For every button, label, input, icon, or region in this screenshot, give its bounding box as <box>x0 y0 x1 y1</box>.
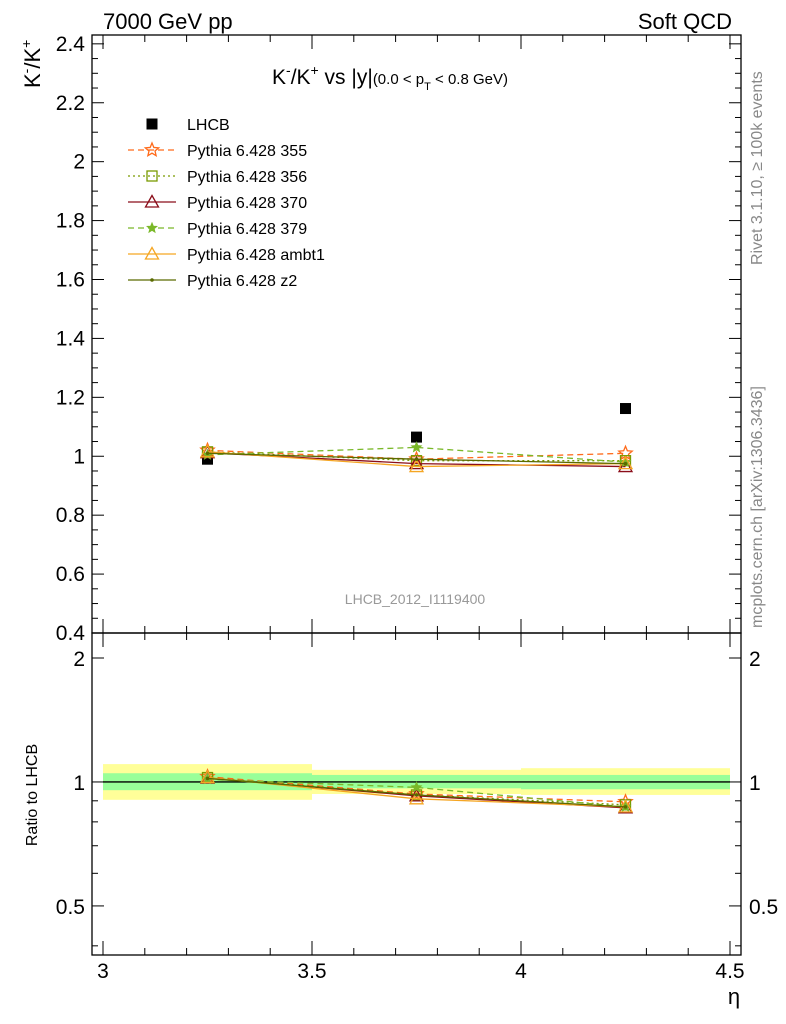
title-sup-minus: - <box>286 62 291 78</box>
ratio-y-tick-label-left: 2 <box>73 648 85 671</box>
title-k-minus: K <box>272 66 286 89</box>
legend-label: Pythia 6.428 ambt1 <box>187 247 325 264</box>
ylabel-slash-k: /K <box>20 48 45 69</box>
x-tick-label: 4 <box>515 960 527 983</box>
main-panel <box>199 403 634 473</box>
ratio-xlabel: η <box>728 984 740 1009</box>
legend-marker <box>146 221 158 234</box>
data-point <box>199 444 216 458</box>
ratio-data-point <box>414 793 419 797</box>
data-point <box>414 457 419 461</box>
ratio-frame <box>91 632 742 956</box>
data-point <box>205 451 210 456</box>
ratio-y-tick-label-right: 0.5 <box>749 896 778 919</box>
main-y-tick-label: 1 <box>73 445 85 468</box>
data-point <box>410 441 423 453</box>
main-y-tick-label: 0.4 <box>56 622 86 645</box>
main-y-tick-label: 1.6 <box>56 269 85 292</box>
ratio-data-point <box>205 776 210 781</box>
main-y-tick-label: 1.4 <box>56 327 86 350</box>
series-line <box>207 451 626 468</box>
main-y-tick-label: 2.4 <box>56 33 86 56</box>
data-point <box>408 455 425 470</box>
main-y-tick-label: 1.8 <box>56 210 85 233</box>
main-title: K-/K+ vs |y|(0.0 < pT < 0.8 GeV) <box>272 62 508 93</box>
data-point <box>202 453 213 465</box>
legend-marker <box>150 278 154 282</box>
legend-item: Pythia 6.428 355 <box>128 141 307 160</box>
ratio-y-tick-label-right: 2 <box>749 648 761 671</box>
legend-item: LHCB <box>146 117 230 134</box>
legend-marker <box>144 246 160 260</box>
legend-marker <box>146 118 158 130</box>
legend-label: Pythia 6.428 355 <box>187 143 307 160</box>
header-right-label: Soft QCD <box>638 9 732 34</box>
main-y-tick-label: 2.2 <box>56 92 85 115</box>
ratio-data-point <box>623 805 628 809</box>
main-y-tick-label: 0.8 <box>56 504 85 527</box>
ylabel-sup-minus: - <box>18 68 34 73</box>
ratio-panel <box>103 764 730 814</box>
ratio-ylabel: Ratio to LHCB <box>24 744 41 846</box>
legend-marker <box>144 194 160 208</box>
ratio-y-tick-label-left: 1 <box>73 772 85 795</box>
title-vs: vs |y| <box>319 66 373 89</box>
title-sub-t: T <box>424 81 431 93</box>
legend-label: Pythia 6.428 z2 <box>187 273 297 290</box>
legend-item: Pythia 6.428 370 <box>128 194 307 212</box>
title-k-plus: /K <box>291 66 311 89</box>
legend-item: Pythia 6.428 379 <box>128 221 307 238</box>
main-y-tick-label: 1.2 <box>56 386 85 409</box>
title-range: (0.0 < p <box>373 71 424 88</box>
ratio-data-point <box>408 791 425 805</box>
legend-item: Pythia 6.428 356 <box>128 169 307 186</box>
ratio-y-tick-label-right: 1 <box>749 772 761 795</box>
legend-marker <box>146 170 158 182</box>
x-axis: 3 3.5 4 4.5 <box>97 35 745 983</box>
x-tick-label: 4.5 <box>715 960 744 983</box>
legend-item: Pythia 6.428 z2 <box>128 273 297 290</box>
ratio-y-axis: 0.5 0.5 1 1 2 2 <box>56 648 778 947</box>
data-point <box>410 455 423 467</box>
data-point <box>623 461 628 466</box>
title-sup-plus: + <box>311 62 319 78</box>
header-left-label: 7000 GeV pp <box>103 9 233 34</box>
data-point <box>408 458 425 473</box>
data-point <box>617 455 634 470</box>
ratio-data-point <box>199 769 216 784</box>
legend-label: Pythia 6.428 379 <box>187 221 307 238</box>
main-y-tick-label: 2 <box>73 151 85 174</box>
title-range-end: < 0.8 GeV) <box>431 71 508 88</box>
data-point <box>620 403 631 415</box>
ratio-y-tick-label-left: 0.5 <box>56 896 85 919</box>
ylabel-sup-plus: + <box>18 40 34 48</box>
ratio-series-line <box>207 776 626 808</box>
main-ylabel: K-/K+ <box>18 40 45 88</box>
legend-label: Pythia 6.428 370 <box>187 195 307 212</box>
legend-label: Pythia 6.428 356 <box>187 169 307 186</box>
ylabel-k: K <box>20 73 45 88</box>
ratio-data-point <box>410 781 423 793</box>
analysis-label: LHCB_2012_I1119400 <box>345 591 486 607</box>
main-y-axis: 0.4 0.6 0.8 1 1.2 1.4 1.6 1.8 2 2.2 2.4 <box>56 33 741 645</box>
legend-marker <box>143 141 161 158</box>
legend: LHCB Pythia 6.428 355 Pythia 6.428 356 Pyth… <box>128 117 325 290</box>
source-label: mcplots.cern.ch [arXiv:1306.3436] <box>749 386 766 628</box>
rivet-version-label: Rivet 3.1.10, ≥ 100k events <box>749 71 766 265</box>
x-tick-label: 3.5 <box>297 960 326 983</box>
main-y-tick-label: 0.6 <box>56 563 85 586</box>
data-point <box>411 431 422 443</box>
x-tick-label: 3 <box>97 960 109 983</box>
legend-label: LHCB <box>187 117 230 134</box>
legend-item: Pythia 6.428 ambt1 <box>128 246 325 264</box>
